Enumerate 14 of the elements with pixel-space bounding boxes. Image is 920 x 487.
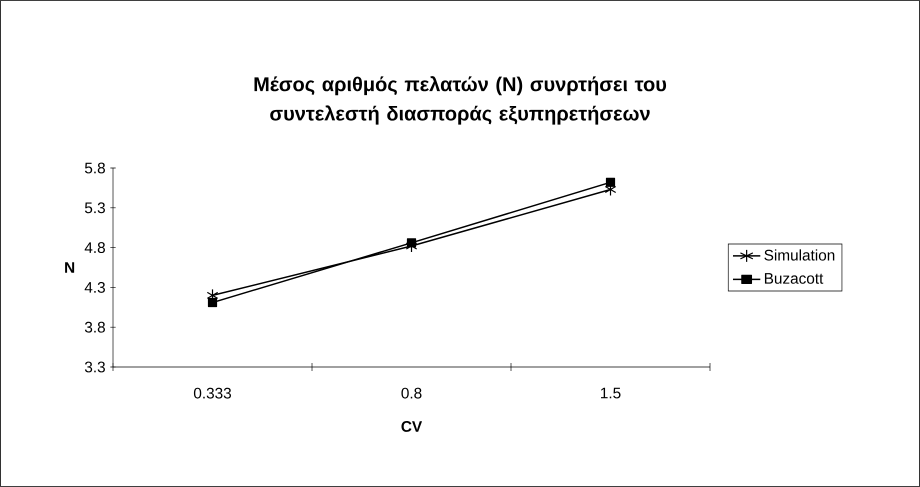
chart-title: Μέσος αριθμός πελατών (N) συνρτήσει του συντελεστή διασποράς εξυπηρετήσεων: [254, 76, 666, 125]
y-tick-label: 3.8: [84, 322, 105, 333]
x-tick-label: 1.5: [601, 388, 621, 398]
x-tick-label: 0.8: [401, 388, 422, 399]
legend-label: Simulation: [764, 249, 834, 261]
y-tick-label: 4.8: [84, 242, 105, 254]
x-axis-title: CV: [401, 421, 422, 432]
legend-label: Buzacott: [764, 273, 824, 284]
y-tick-label: 4.3: [84, 282, 105, 293]
y-tick-label: 5.3: [84, 202, 105, 214]
y-tick-label: 3.3: [84, 362, 105, 372]
y-tick-label: 5.8: [84, 162, 105, 174]
x-tick-label: 0.333: [194, 388, 231, 399]
y-axis-title: N: [65, 262, 74, 273]
